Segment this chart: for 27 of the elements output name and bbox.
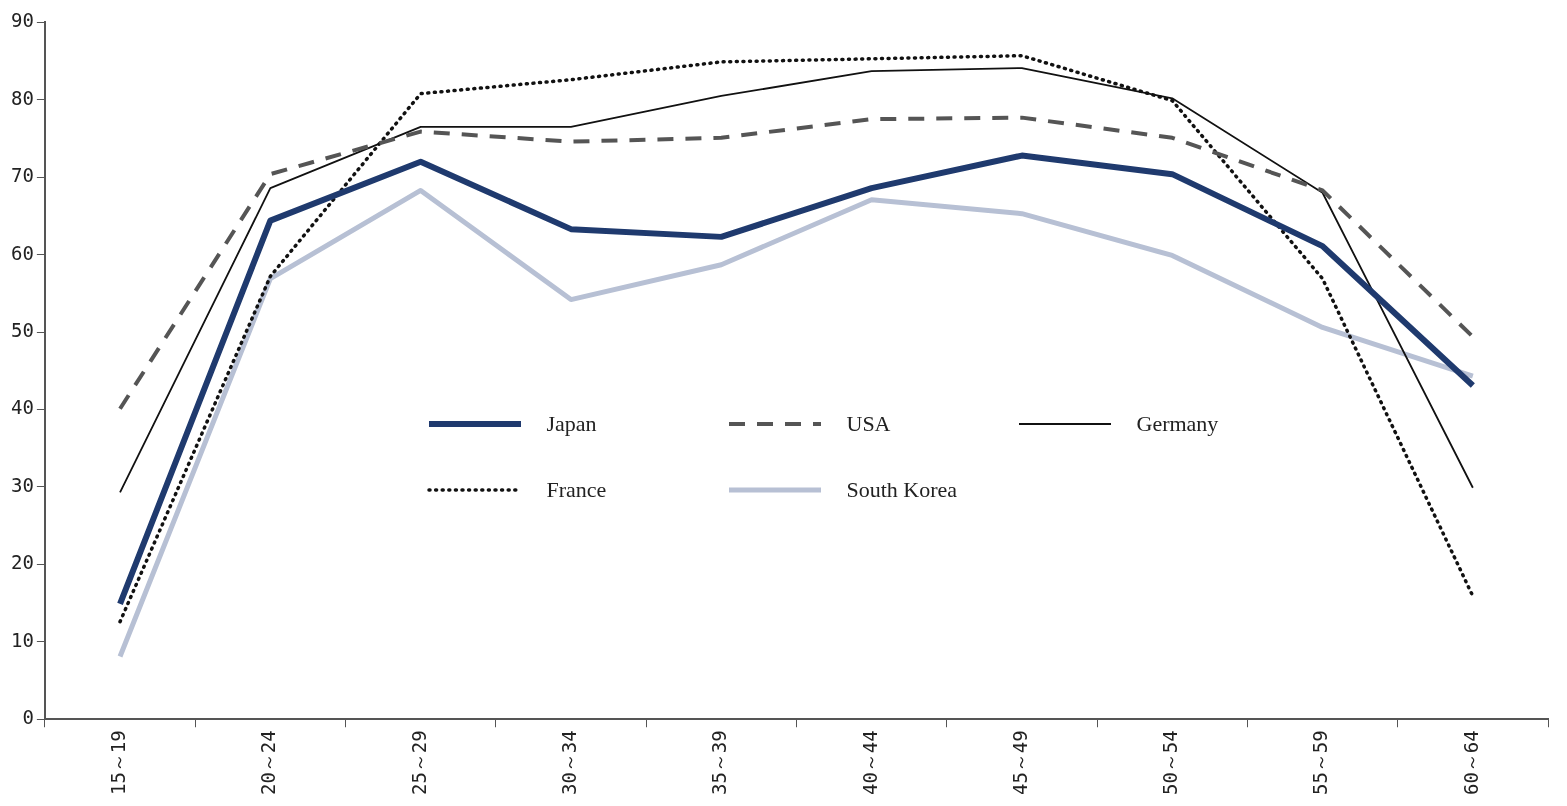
x-tick-label: 35～39 [708,730,731,796]
x-tick-label: 20～24 [257,730,280,796]
x-tick-label: 40～44 [858,730,881,796]
y-tick-label: 0 [22,706,34,729]
x-tick-label: 50～54 [1159,730,1182,796]
x-tick-label: 25～29 [407,730,430,796]
y-tick-label: 30 [10,473,34,496]
x-tick-label: 30～34 [557,730,580,796]
x-tick-label: 60～64 [1459,730,1482,796]
legend-label: South Korea [846,476,958,503]
y-tick-label: 70 [10,164,34,187]
legend-label: Japan [546,410,597,437]
y-tick-label: 40 [10,396,34,419]
y-tick-label: 50 [10,319,34,342]
y-tick-label: 10 [10,628,34,651]
line-series [118,53,1475,624]
x-tick-label: 45～49 [1008,730,1031,796]
legend-label: Germany [1136,410,1219,437]
line-series [118,115,1475,411]
y-tick-label: 60 [10,241,34,264]
x-tick-label: 55～59 [1309,730,1332,796]
legend-label: USA [846,410,891,437]
y-tick-label: 20 [10,551,34,574]
y-tick-label: 80 [10,86,34,109]
y-tick-label: 90 [10,9,34,32]
legend-label: France [546,476,607,503]
x-tick-label: 15～19 [106,730,129,796]
